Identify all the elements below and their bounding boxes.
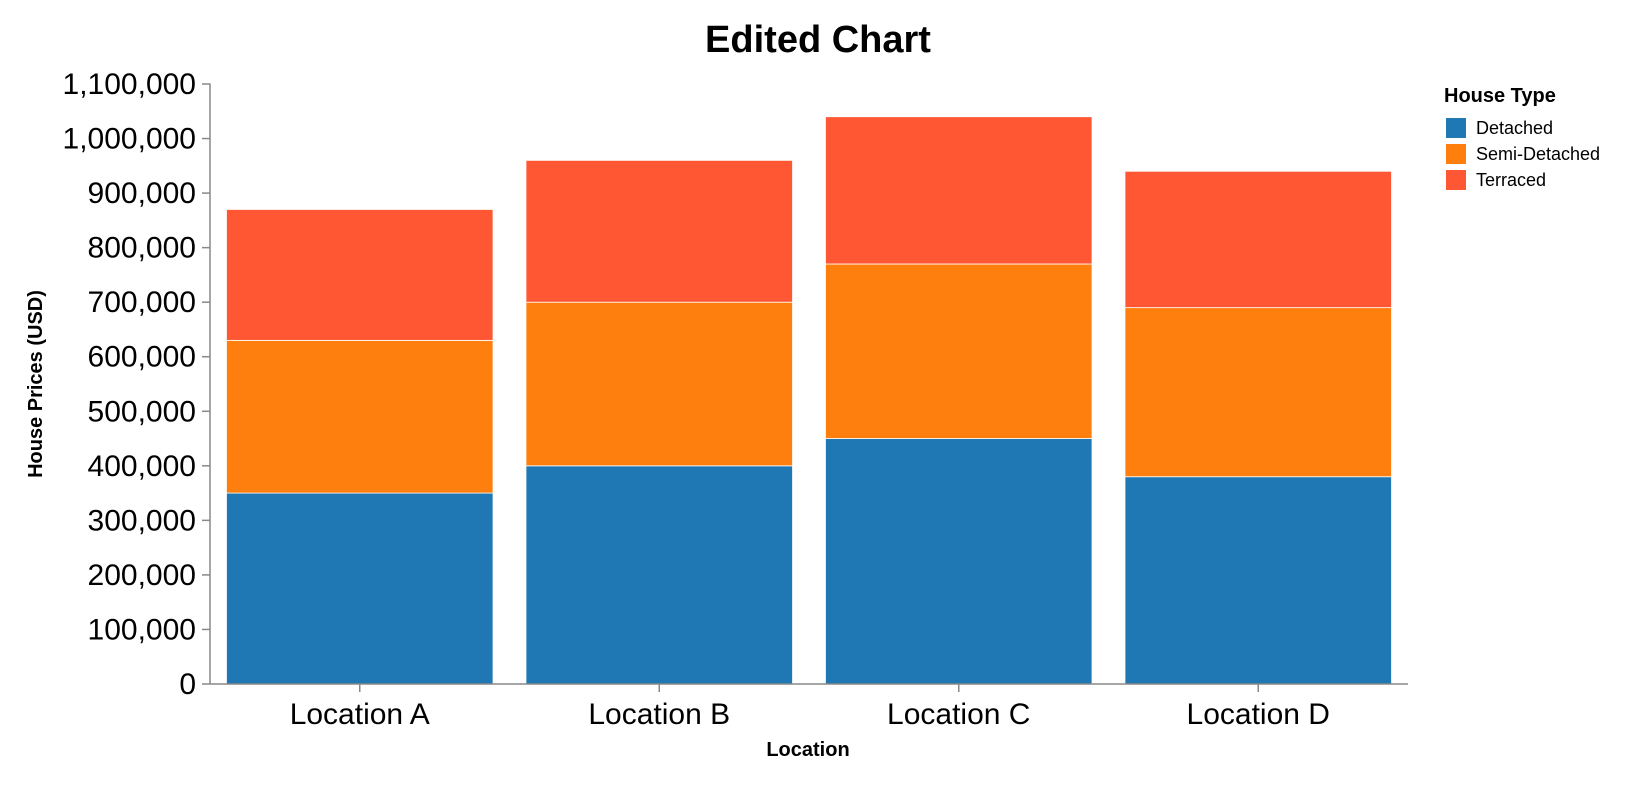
x-tick-label: Location C <box>887 698 1030 731</box>
y-axis: 0 100,000 200,000 300,000 400,000 500,000 600,… <box>63 68 211 701</box>
bar-segment <box>1124 307 1392 478</box>
bar-segment <box>226 339 494 494</box>
y-tick-label: 600,000 <box>88 341 196 374</box>
x-tick-label: Location A <box>290 698 430 731</box>
y-tick-label: 900,000 <box>88 177 196 210</box>
bars-group <box>226 116 1392 685</box>
x-tick-label: Location D <box>1187 698 1330 731</box>
legend-swatch <box>1446 170 1466 190</box>
y-tick-label: 1,000,000 <box>63 123 196 156</box>
y-tick-label: 0 <box>179 668 196 701</box>
legend-title: House Type <box>1444 85 1556 107</box>
legend-label: Terraced <box>1476 170 1546 190</box>
y-tick-label: 700,000 <box>88 286 196 319</box>
bar-segment <box>825 438 1093 685</box>
bar-segment <box>825 116 1093 265</box>
bar-segment <box>525 465 793 685</box>
bar-segment <box>1124 476 1392 685</box>
bar-segment <box>525 159 793 303</box>
y-tick-label: 800,000 <box>88 232 196 265</box>
bar-segment <box>525 301 793 467</box>
x-axis: Location A Location B Location C Location D <box>210 683 1408 731</box>
chart-title: Edited Chart <box>705 19 931 61</box>
y-tick-label: 100,000 <box>88 613 196 646</box>
legend-swatch <box>1446 118 1466 138</box>
bar-segment <box>825 263 1093 439</box>
bar-segment <box>226 209 494 341</box>
x-tick-label: Location B <box>588 698 730 731</box>
legend: House Type Detached Semi-Detached Terraced <box>1444 85 1600 190</box>
bar-segment <box>226 492 494 685</box>
y-tick-label: 400,000 <box>88 450 196 483</box>
bar-segment <box>1124 170 1392 309</box>
y-tick-label: 500,000 <box>88 395 196 428</box>
legend-label: Semi-Detached <box>1476 144 1600 164</box>
y-tick-label: 300,000 <box>88 504 196 537</box>
legend-swatch <box>1446 144 1466 164</box>
y-tick-label: 200,000 <box>88 559 196 592</box>
x-axis-title: Location <box>766 739 849 761</box>
y-tick-label: 1,100,000 <box>63 68 196 101</box>
y-axis-title: House Prices (USD) <box>25 290 47 478</box>
legend-label: Detached <box>1476 118 1553 138</box>
